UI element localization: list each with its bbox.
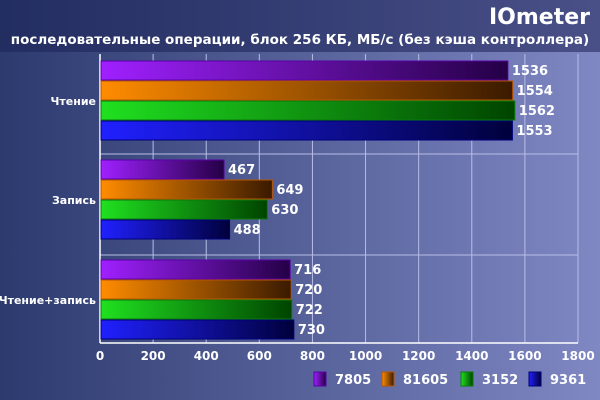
legend-swatch	[528, 371, 542, 387]
x-tick-label: 600	[247, 349, 272, 363]
bar	[100, 199, 268, 220]
x-tick-label: 200	[141, 349, 166, 363]
bar	[100, 60, 509, 81]
bar	[100, 259, 291, 280]
bar	[100, 179, 273, 200]
legend-swatch	[313, 371, 327, 387]
legend-label: 81605	[403, 373, 448, 388]
category-label: Чтение	[51, 95, 97, 108]
bar	[100, 120, 513, 141]
x-tick-label: 800	[300, 349, 325, 363]
x-tick-label: 1800	[561, 349, 594, 363]
legend: 7805 81605 3152 9361	[313, 371, 586, 388]
category-label: Чтение+запись	[0, 294, 96, 307]
bar	[100, 319, 295, 340]
bar	[100, 100, 516, 121]
category-label: Запись	[52, 194, 96, 207]
data-label: 1553	[516, 124, 552, 139]
bars	[100, 60, 516, 340]
legend-label: 7805	[335, 373, 371, 388]
x-tick-label: 1000	[349, 349, 382, 363]
bar	[100, 159, 225, 180]
data-label: 730	[298, 323, 325, 338]
legend-swatch	[460, 371, 474, 387]
x-tick-label: 1400	[455, 349, 488, 363]
chart-subtitle: последовательные операции, блок 256 КБ, …	[11, 32, 589, 48]
data-label: 1536	[512, 64, 548, 79]
x-tick-label: 0	[96, 349, 104, 363]
title-bar	[0, 0, 600, 52]
bar	[100, 219, 231, 240]
legend-swatch	[381, 371, 395, 387]
data-label: 1562	[519, 104, 555, 119]
data-label: 488	[234, 223, 261, 238]
bar	[100, 299, 293, 320]
data-labels: 1536 1554 1562 1553 467 649 630 488 716 720 722 730	[228, 64, 555, 338]
data-label: 722	[296, 303, 323, 318]
legend-label: 9361	[550, 373, 586, 388]
bar	[100, 279, 292, 300]
data-label: 720	[295, 283, 322, 298]
x-tick-label: 1200	[402, 349, 435, 363]
data-label: 630	[271, 203, 298, 218]
x-tick-label: 400	[194, 349, 219, 363]
axes: 0 200 400 600 800 1000 1200 1400 1600 1800 Чтение З…	[0, 54, 595, 363]
data-label: 1554	[517, 84, 553, 99]
bar	[100, 80, 514, 101]
data-label: 716	[294, 263, 321, 278]
x-tick-label: 1600	[508, 349, 541, 363]
chart-title: IOmeter	[489, 5, 590, 30]
data-label: 649	[276, 183, 303, 198]
data-label: 467	[228, 163, 255, 178]
legend-label: 3152	[482, 373, 518, 388]
